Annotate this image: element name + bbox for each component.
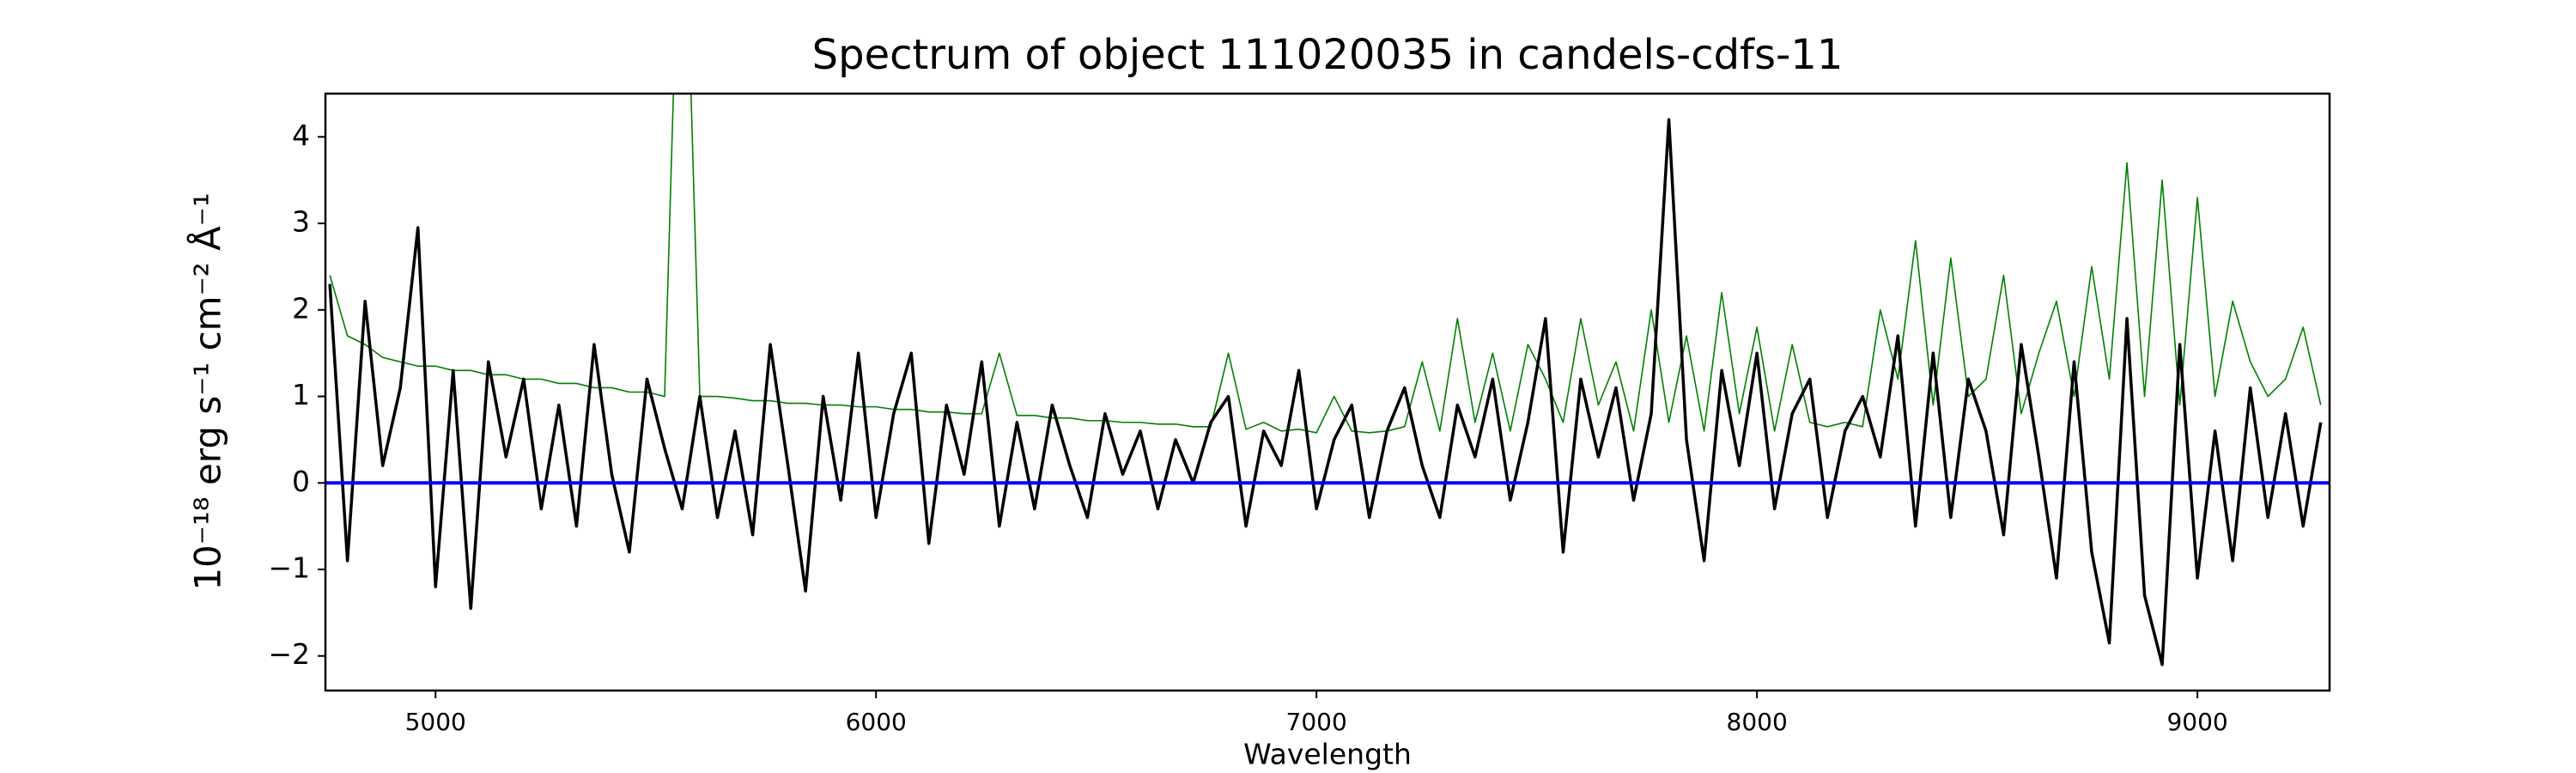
axes-frame (324, 92, 2331, 692)
y-tick-label: 0 (292, 465, 310, 498)
x-tick-label: 9000 (2166, 708, 2227, 736)
x-tick-label: 6000 (846, 708, 907, 736)
y-tick-label: 1 (292, 378, 310, 411)
y-tick-label: 2 (292, 291, 310, 325)
spectrum-line (329, 94, 2322, 434)
plot-area (325, 94, 2330, 666)
y-tick-label: 4 (292, 119, 310, 152)
x-tick-label: 5000 (405, 708, 466, 736)
x-tick-label: 7000 (1286, 708, 1347, 736)
spectrum-line (328, 118, 2323, 666)
chart-title: Spectrum of object 111020035 in candels-… (812, 31, 1844, 79)
y-axis-label: 10⁻¹⁸ erg s⁻¹ cm⁻² Å⁻¹ (186, 192, 229, 590)
x-tick-label: 8000 (1727, 708, 1788, 736)
y-tick-label: −1 (268, 551, 310, 584)
x-axis-label: Wavelength (1243, 738, 1412, 771)
y-tick-label: 3 (292, 205, 310, 239)
y-tick-label: −2 (268, 637, 310, 671)
